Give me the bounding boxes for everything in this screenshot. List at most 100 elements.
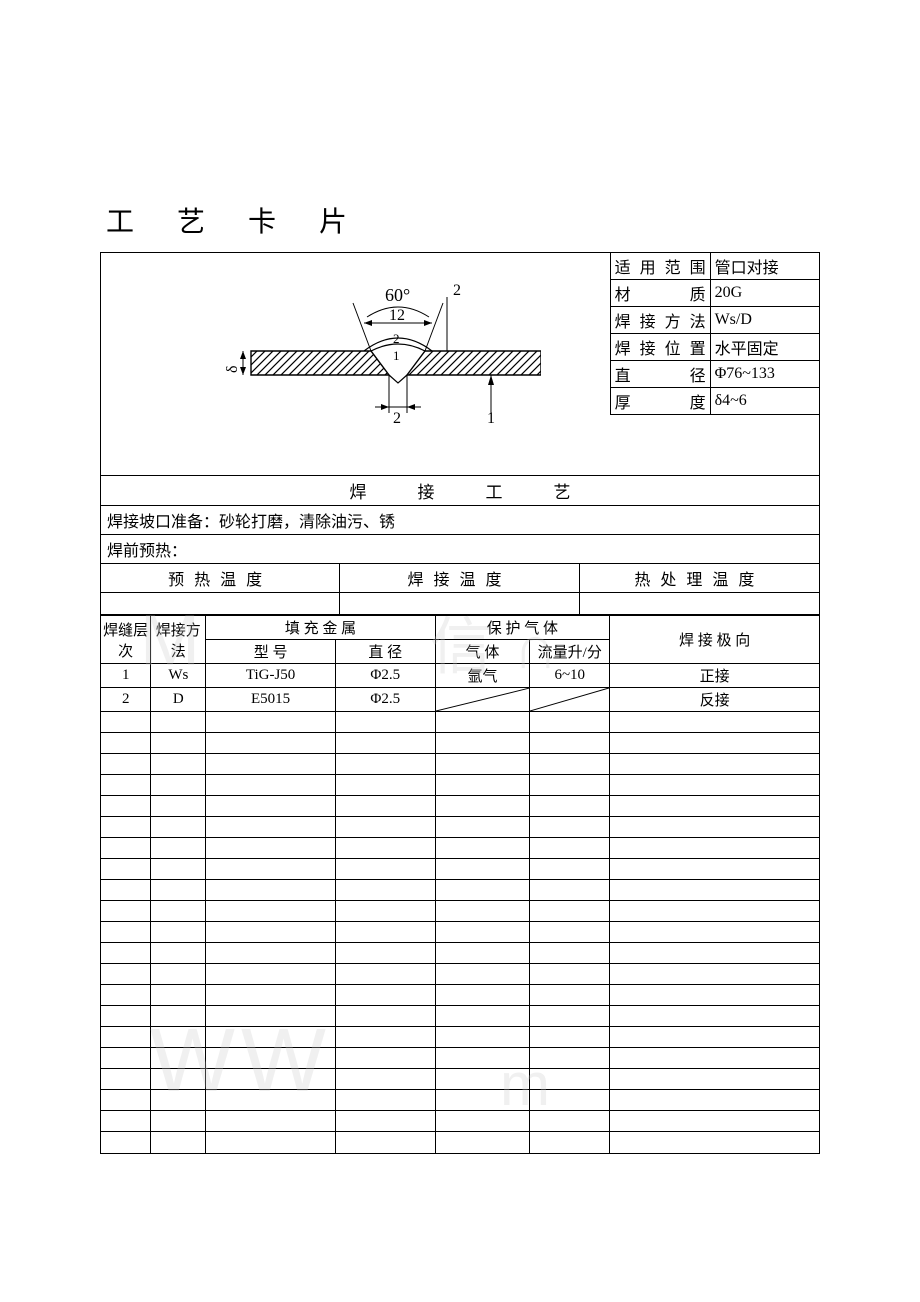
table-cell	[335, 838, 435, 859]
table-cell	[435, 1132, 530, 1153]
table-row	[101, 754, 819, 775]
table-cell	[610, 733, 819, 754]
table-cell	[206, 796, 336, 817]
table-cell	[151, 838, 206, 859]
table-cell	[335, 817, 435, 838]
table-row	[101, 1069, 819, 1090]
table-row	[101, 796, 819, 817]
table-row	[101, 1048, 819, 1069]
table-cell	[101, 985, 151, 1006]
table-cell	[435, 1069, 530, 1090]
temp-weld-header: 焊接温度	[340, 564, 579, 592]
table-cell	[435, 1048, 530, 1069]
th-model: 型 号	[206, 640, 336, 664]
table-cell	[206, 1006, 336, 1027]
table-cell	[101, 943, 151, 964]
info-label: 厚 度	[610, 388, 710, 415]
table-row: 1WsTiG-J50Φ2.5氩气6~10正接	[101, 664, 819, 688]
table-cell	[335, 985, 435, 1006]
table-row	[101, 712, 819, 733]
temp-values-row	[101, 593, 819, 615]
table-cell	[530, 754, 610, 775]
table-cell	[610, 1111, 819, 1132]
table-cell	[151, 943, 206, 964]
table-cell	[530, 733, 610, 754]
svg-text:1: 1	[393, 348, 400, 363]
th-method: 焊接方法	[151, 616, 206, 664]
table-cell	[101, 1069, 151, 1090]
table-cell	[206, 985, 336, 1006]
table-cell: 反接	[610, 688, 819, 712]
table-cell	[435, 838, 530, 859]
table-cell	[435, 943, 530, 964]
table-row	[101, 859, 819, 880]
table-cell	[151, 985, 206, 1006]
table-cell	[206, 1069, 336, 1090]
table-cell	[151, 880, 206, 901]
table-cell	[530, 943, 610, 964]
table-cell	[610, 964, 819, 985]
table-cell	[530, 1006, 610, 1027]
table-row	[101, 1090, 819, 1111]
table-cell: 正接	[610, 664, 819, 688]
table-cell	[530, 688, 610, 712]
table-cell	[151, 733, 206, 754]
table-cell	[530, 985, 610, 1006]
table-cell	[335, 796, 435, 817]
table-row	[101, 880, 819, 901]
temp-header-row: 预热温度 焊接温度 热处理温度	[101, 564, 819, 593]
table-cell	[206, 712, 336, 733]
table-cell	[101, 880, 151, 901]
table-cell	[435, 859, 530, 880]
info-value: δ4~6	[710, 388, 819, 415]
table-cell	[435, 796, 530, 817]
table-cell	[151, 1027, 206, 1048]
th-dia: 直 径	[335, 640, 435, 664]
table-cell	[101, 922, 151, 943]
table-cell	[335, 1132, 435, 1153]
table-cell: 1	[101, 664, 151, 688]
table-cell	[530, 838, 610, 859]
table-cell	[101, 754, 151, 775]
table-cell	[206, 1132, 336, 1153]
table-cell	[610, 922, 819, 943]
table-cell	[101, 733, 151, 754]
table-cell	[206, 901, 336, 922]
table-cell	[101, 1006, 151, 1027]
info-label: 焊接位置	[610, 334, 710, 361]
table-cell	[435, 964, 530, 985]
table-row	[101, 901, 819, 922]
table-cell	[435, 922, 530, 943]
table-cell	[206, 754, 336, 775]
info-value: Φ76~133	[710, 361, 819, 388]
table-cell	[530, 1069, 610, 1090]
table-cell	[101, 838, 151, 859]
table-cell	[335, 922, 435, 943]
info-label: 适用范围	[610, 253, 710, 280]
section-header: 焊 接 工 艺	[101, 476, 819, 506]
table-cell	[151, 1111, 206, 1132]
temp-preheat-value	[101, 593, 340, 614]
table-cell	[151, 1006, 206, 1027]
table-cell	[335, 733, 435, 754]
th-layer: 焊缝层次	[101, 616, 151, 664]
table-cell	[435, 817, 530, 838]
table-cell	[151, 817, 206, 838]
table-cell	[335, 943, 435, 964]
table-cell	[435, 712, 530, 733]
table-cell	[151, 1069, 206, 1090]
prep-row: 焊接坡口准备：砂轮打磨，清除油污、锈	[101, 506, 819, 535]
table-cell	[335, 1090, 435, 1111]
groove-diagram: 60° 12 2 2 1 δ	[101, 253, 610, 453]
temp-treat-header: 热处理温度	[580, 564, 819, 592]
table-row	[101, 1111, 819, 1132]
info-value: 管口对接	[710, 253, 819, 280]
table-cell	[435, 1111, 530, 1132]
table-cell	[206, 838, 336, 859]
table-cell	[206, 880, 336, 901]
table-cell: 6~10	[530, 664, 610, 688]
table-cell	[610, 1132, 819, 1153]
table-cell	[530, 1048, 610, 1069]
table-cell	[530, 880, 610, 901]
table-row	[101, 1132, 819, 1153]
